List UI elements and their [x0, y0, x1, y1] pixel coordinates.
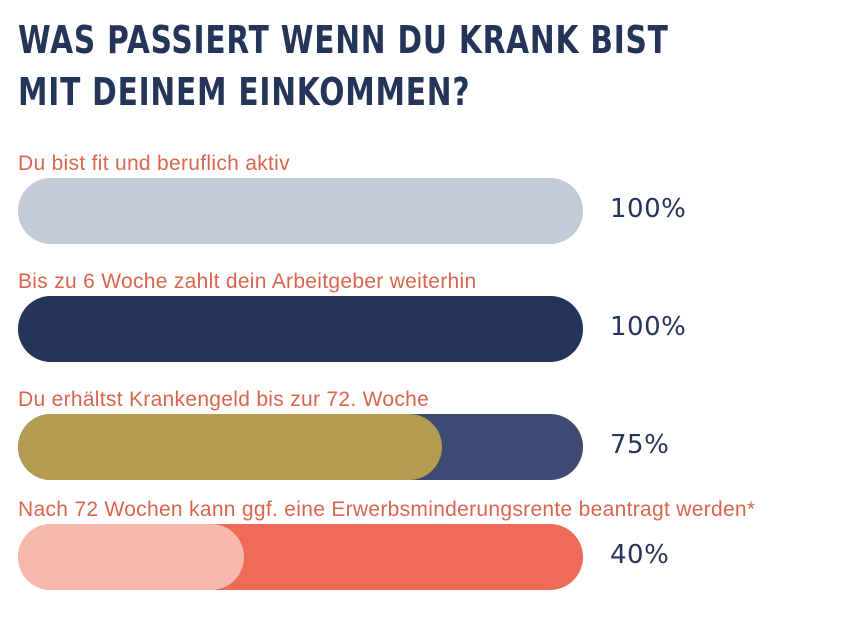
bar-row: Du bist fit und beruflich aktiv 100% — [0, 152, 862, 272]
page-title: WAS PASSIERT WENN DU KRANK BIST MIT DEIN… — [18, 14, 669, 118]
bar-value-label: 40% — [610, 540, 670, 570]
bar-fill — [18, 414, 442, 480]
bar-label: Bis zu 6 Woche zahlt dein Arbeitgeber we… — [18, 270, 477, 293]
bar-track — [18, 414, 583, 480]
title-line-2: MIT DEINEM EINKOMMEN? — [18, 70, 471, 114]
title-line-1: WAS PASSIERT WENN DU KRANK BIST — [18, 18, 669, 62]
bar-label: Du bist fit und beruflich aktiv — [18, 152, 290, 175]
bar-track — [18, 178, 583, 244]
bar-value-label: 100% — [610, 312, 687, 342]
bar-fill — [18, 524, 244, 590]
bar-fill — [18, 178, 583, 244]
bar-value-label: 100% — [610, 194, 687, 224]
bar-track — [18, 296, 583, 362]
bar-row: Nach 72 Wochen kann ggf. eine Erwerbsmin… — [0, 498, 862, 618]
bar-label: Du erhältst Krankengeld bis zur 72. Woch… — [18, 388, 430, 411]
bar-row: Du erhältst Krankengeld bis zur 72. Woch… — [0, 388, 862, 508]
bar-row: Bis zu 6 Woche zahlt dein Arbeitgeber we… — [0, 270, 862, 390]
bar-label: Nach 72 Wochen kann ggf. eine Erwerbsmin… — [18, 498, 756, 521]
bar-value-label: 75% — [610, 430, 670, 460]
bar-track — [18, 524, 583, 590]
bar-fill — [18, 296, 583, 362]
